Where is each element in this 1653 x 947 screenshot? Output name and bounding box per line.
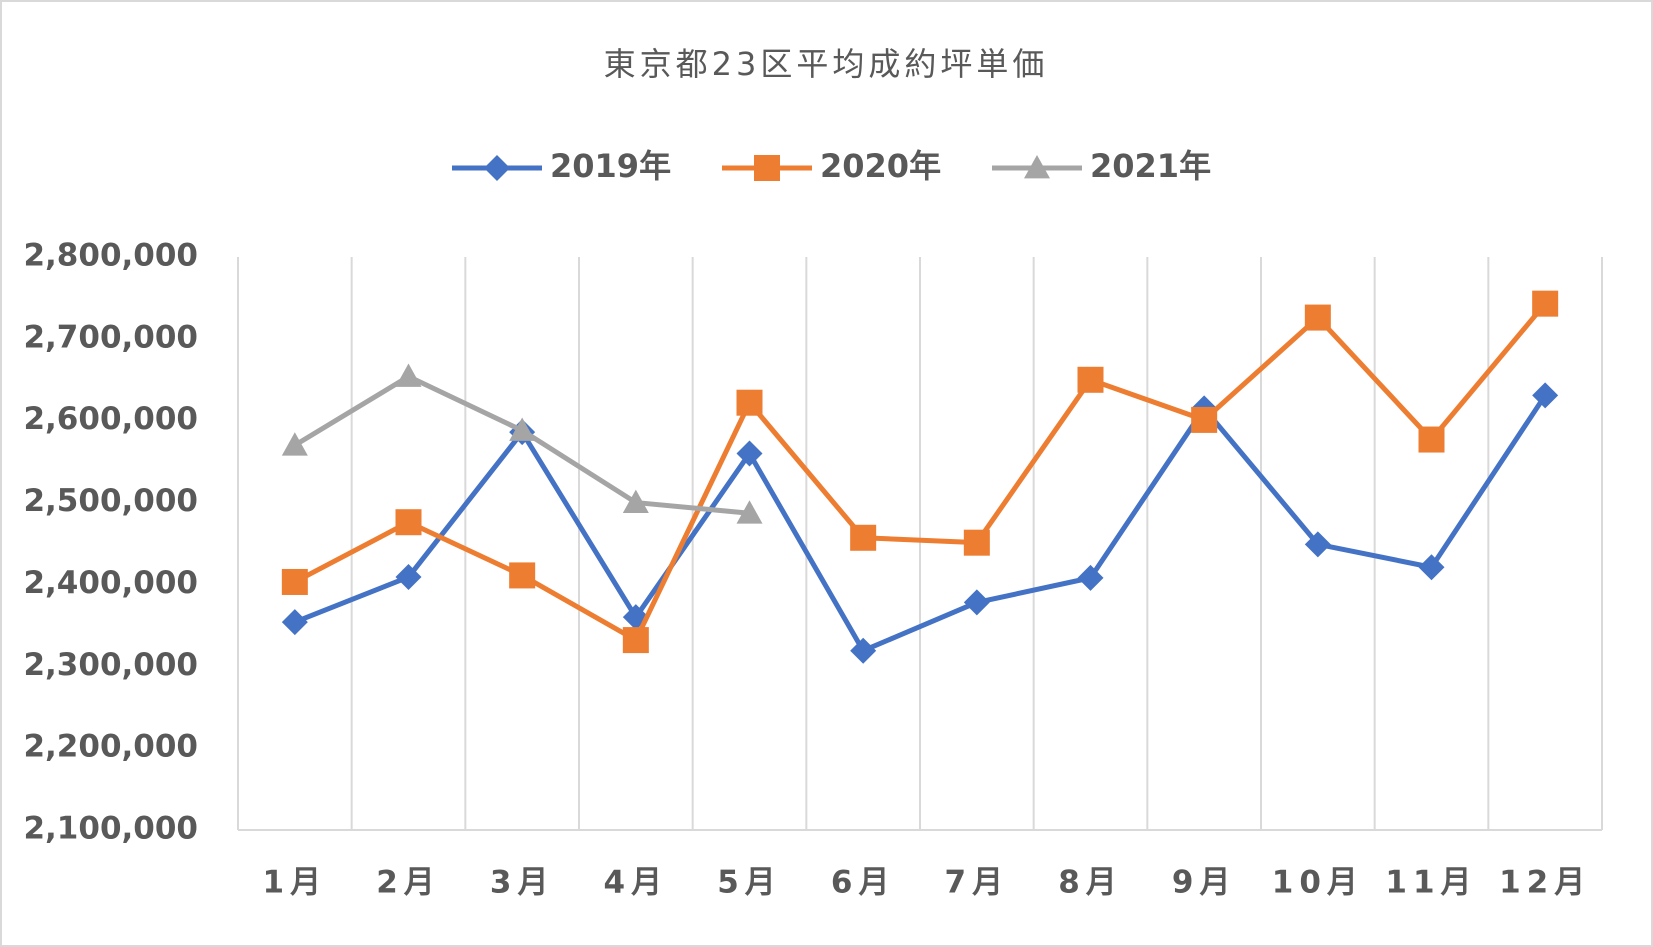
y-tick-label: 2,100,000 <box>23 811 198 847</box>
marker <box>736 440 763 467</box>
marker <box>395 509 422 536</box>
x-tick-label: 11月 <box>1385 865 1477 901</box>
series-line <box>293 302 1548 643</box>
marker <box>281 432 308 456</box>
marker <box>1077 564 1104 591</box>
marker <box>754 155 780 181</box>
marker <box>850 637 877 664</box>
x-tick-label: 2月 <box>376 865 441 901</box>
marker <box>395 363 422 387</box>
marker <box>1532 290 1559 317</box>
x-tick-label: 5月 <box>717 865 782 901</box>
legend-label: 2019年 <box>550 147 671 185</box>
marker <box>484 155 510 181</box>
y-tick-label: 2,400,000 <box>23 565 198 601</box>
marker <box>622 489 649 513</box>
marker <box>1191 406 1218 433</box>
legend-label: 2021年 <box>1090 147 1211 185</box>
chart-title: 東京都23区平均成約坪単価 <box>604 45 1049 83</box>
x-tick-label: 4月 <box>604 865 669 901</box>
marker <box>1532 382 1559 409</box>
marker <box>736 389 763 416</box>
marker <box>963 529 990 556</box>
y-tick-label: 2,300,000 <box>23 647 198 683</box>
x-tick-label: 3月 <box>490 865 555 901</box>
x-tick-label: 12月 <box>1499 865 1591 901</box>
marker <box>1024 155 1050 179</box>
x-tick-label: 10月 <box>1272 865 1364 901</box>
marker <box>1418 426 1445 453</box>
marker <box>963 589 990 616</box>
y-tick-label: 2,800,000 <box>23 238 198 274</box>
x-tick-label: 7月 <box>945 865 1010 901</box>
x-tick-label: 9月 <box>1172 865 1237 901</box>
series-line <box>293 393 1548 654</box>
marker <box>1304 304 1331 331</box>
marker <box>736 500 763 524</box>
y-tick-label: 2,200,000 <box>23 729 198 765</box>
x-tick-label: 8月 <box>1058 865 1123 901</box>
marker <box>281 609 308 636</box>
y-tick-label: 2,600,000 <box>23 401 198 437</box>
y-tick-label: 2,500,000 <box>23 483 198 519</box>
marker <box>1077 366 1104 393</box>
y-tick-label: 2,700,000 <box>23 319 198 355</box>
marker <box>509 417 536 441</box>
marker <box>395 564 422 591</box>
marker <box>281 568 308 595</box>
marker <box>509 562 536 589</box>
marker <box>850 524 877 551</box>
marker <box>1418 554 1445 581</box>
x-tick-label: 1月 <box>263 865 328 901</box>
legend-label: 2020年 <box>820 147 941 185</box>
marker <box>622 627 649 654</box>
x-tick-label: 6月 <box>831 865 896 901</box>
marker <box>1304 531 1331 558</box>
